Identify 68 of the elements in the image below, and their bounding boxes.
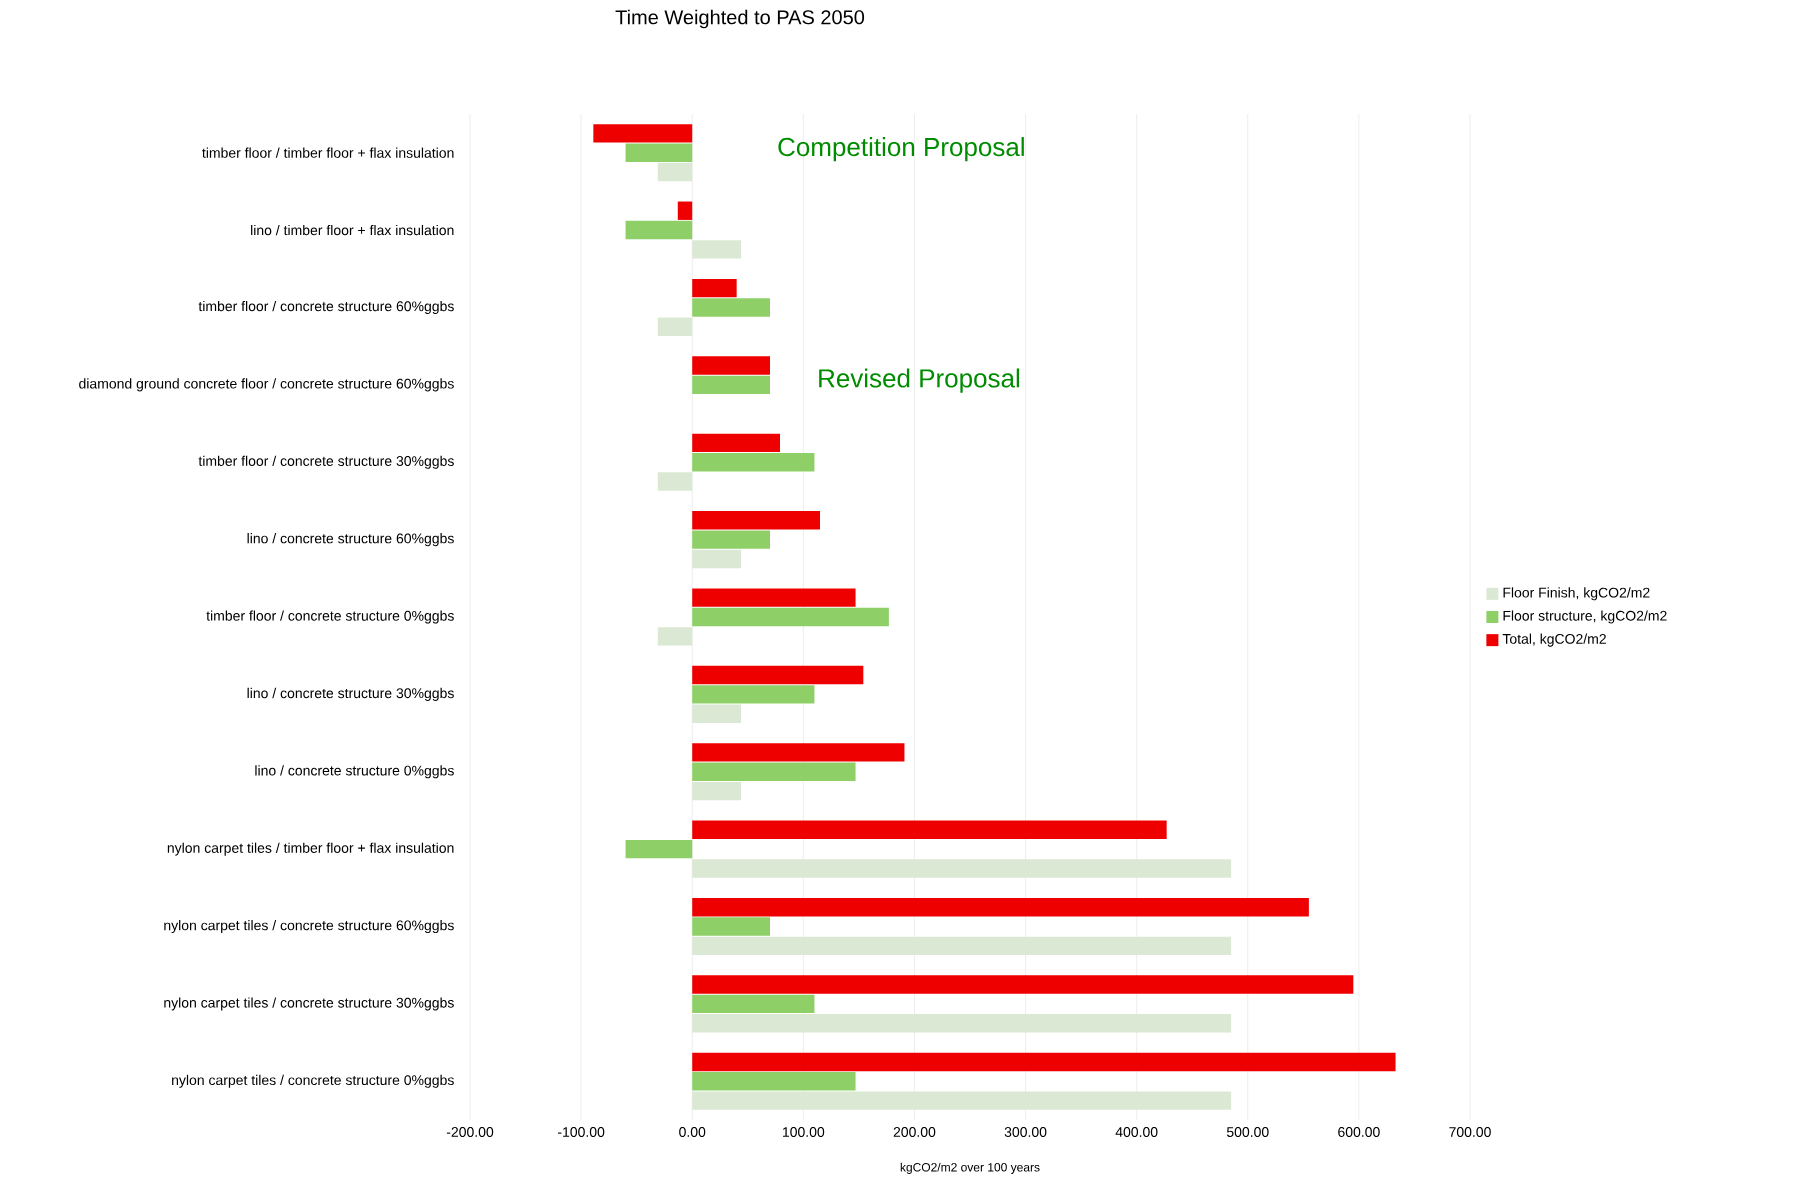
x-tick-label: 300.00: [1004, 1127, 1047, 1137]
bar: [625, 839, 693, 859]
y-tick-label: nylon carpet tiles / concrete structure 30%ggbs: [164, 997, 454, 1011]
bar: [692, 781, 742, 801]
legend-label: Total, kgCO2/m2: [1502, 633, 1606, 647]
bar: [692, 665, 864, 685]
bar: [692, 762, 856, 781]
bar: [593, 124, 693, 143]
x-tick-label: 600.00: [1338, 1127, 1380, 1137]
bar: [692, 859, 1232, 878]
y-tick-label: timber floor / concrete structure 60%ggbs: [198, 300, 454, 314]
y-tick-label: lino / timber floor + flax insulation: [251, 224, 454, 236]
bar: [692, 549, 742, 569]
bar: [657, 627, 693, 646]
bar: [692, 994, 815, 1014]
bar: [625, 143, 693, 162]
y-tick-label: lino / concrete structure 30%ggbs: [247, 687, 454, 701]
bar: [692, 975, 1354, 994]
legend-label: Floor Finish, kgCO2/m2: [1503, 587, 1650, 601]
x-axis-title: kgCO2/m2 over 100 years: [900, 1162, 1040, 1174]
bar: [692, 298, 771, 317]
bar: [657, 317, 693, 336]
bar: [692, 433, 780, 453]
x-tick-label: 200.00: [893, 1127, 936, 1137]
annotation: Competition Proposal: [778, 137, 1024, 162]
legend-label: Floor structure, kgCO2/m2: [1503, 610, 1667, 624]
bar: [692, 1052, 1396, 1072]
chart-title: Time Weighted to PAS 2050: [615, 9, 865, 29]
bar: [677, 201, 693, 220]
bar: [692, 375, 771, 395]
x-tick-label: 500.00: [1226, 1127, 1269, 1137]
y-tick-label: lino / concrete structure 60%ggbs: [247, 533, 454, 547]
y-tick-label: nylon carpet tiles / concrete structure 60%ggbs: [164, 920, 454, 934]
bar: [692, 743, 905, 762]
bar: [692, 1014, 1232, 1033]
bar: [692, 453, 815, 472]
y-tick-label: timber floor / timber floor + flax insulation: [202, 147, 454, 158]
x-tick-label: 100.00: [782, 1127, 825, 1137]
bar: [692, 704, 742, 723]
y-tick-label: nylon carpet tiles / timber floor + flax insulation: [167, 842, 454, 856]
y-tick-label: timber floor / concrete structure 0%ggbs: [206, 610, 454, 624]
bar: [692, 820, 1167, 839]
bar: [692, 607, 889, 627]
bar: [625, 220, 693, 240]
y-tick-label: lino / concrete structure 0%ggbs: [255, 765, 454, 779]
bar: [692, 278, 737, 298]
annotation: Revised Proposal: [819, 368, 1020, 393]
bar: [692, 917, 771, 936]
x-tick-label: 700.00: [1449, 1127, 1491, 1137]
bar: [692, 588, 856, 607]
x-tick-label: -200.00: [446, 1127, 494, 1137]
x-tick-label: 0.00: [679, 1127, 706, 1137]
y-tick-label: nylon carpet tiles / concrete structure 0%ggbs: [172, 1074, 454, 1088]
bar: [692, 240, 742, 259]
x-tick-label: 400.00: [1115, 1127, 1158, 1137]
bar: [692, 356, 771, 375]
bar: [692, 685, 815, 704]
bar: [692, 1072, 856, 1091]
bar: [692, 1091, 1232, 1110]
x-tick-label: -100.00: [558, 1127, 605, 1137]
bar: [692, 530, 771, 549]
bar: [692, 511, 821, 530]
bar: [692, 936, 1232, 956]
bar: [657, 472, 693, 491]
bar: [657, 162, 693, 182]
y-tick-label: timber floor / concrete structure 30%ggbs: [198, 455, 454, 469]
bar: [692, 897, 1309, 917]
y-tick-label: diamond ground concrete floor / concrete structure 60%ggbs: [79, 378, 454, 392]
